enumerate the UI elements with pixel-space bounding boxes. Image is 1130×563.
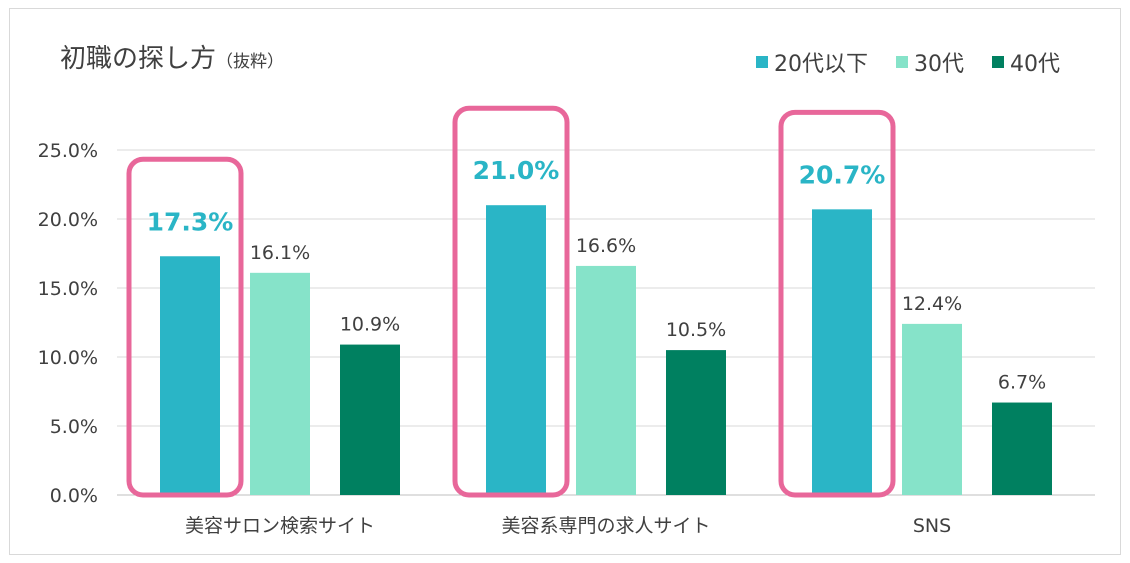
bar xyxy=(486,205,546,495)
y-tick-label: 5.0% xyxy=(50,416,98,438)
bar xyxy=(902,323,962,495)
bar xyxy=(340,344,400,495)
y-tick-label: 15.0% xyxy=(38,278,98,300)
chart-title-text: 初職の探し方 xyxy=(60,44,217,74)
category-label: 美容系専門の求人サイト xyxy=(501,515,710,537)
bar xyxy=(992,402,1052,495)
category-label: 美容サロン検索サイト xyxy=(185,515,375,537)
highlight-box xyxy=(452,105,570,498)
data-label: 16.6% xyxy=(576,235,636,257)
data-label: 12.4% xyxy=(902,293,962,315)
data-label: 20.7% xyxy=(799,160,886,189)
y-tick-label: 25.0% xyxy=(38,140,98,162)
category-label: SNS xyxy=(913,515,951,537)
data-label: 21.0% xyxy=(473,156,560,185)
data-label: 10.5% xyxy=(666,319,726,341)
data-label: 10.9% xyxy=(340,314,400,336)
chart-subtitle: （抜粋） xyxy=(216,52,285,72)
data-label: 16.1% xyxy=(250,242,310,264)
data-label: 17.3% xyxy=(147,207,234,236)
legend-label-20s: 20代以下 xyxy=(774,52,868,77)
legend-item-30s: 30代 xyxy=(896,46,964,78)
bar xyxy=(576,265,636,495)
legend-item-40s: 40代 xyxy=(992,46,1060,78)
bar xyxy=(812,209,872,495)
bar xyxy=(666,350,726,495)
y-tick-label: 0.0% xyxy=(50,485,98,507)
highlight-box xyxy=(126,156,244,498)
legend-label-40s: 40代 xyxy=(1010,52,1060,77)
legend-label-30s: 30代 xyxy=(914,52,964,77)
highlight-box xyxy=(778,109,896,498)
legend-swatch-20s xyxy=(756,56,768,68)
legend: 20代以下 30代 40代 xyxy=(756,46,1060,78)
legend-swatch-40s xyxy=(992,56,1004,68)
legend-item-20s: 20代以下 xyxy=(756,46,868,78)
y-tick-label: 10.0% xyxy=(38,347,98,369)
y-tick-label: 20.0% xyxy=(38,209,98,231)
chart-title: 初職の探し方（抜粋） xyxy=(60,38,284,75)
legend-swatch-30s xyxy=(896,56,908,68)
bar xyxy=(160,256,220,495)
data-label: 6.7% xyxy=(998,372,1046,394)
bar xyxy=(250,272,310,495)
